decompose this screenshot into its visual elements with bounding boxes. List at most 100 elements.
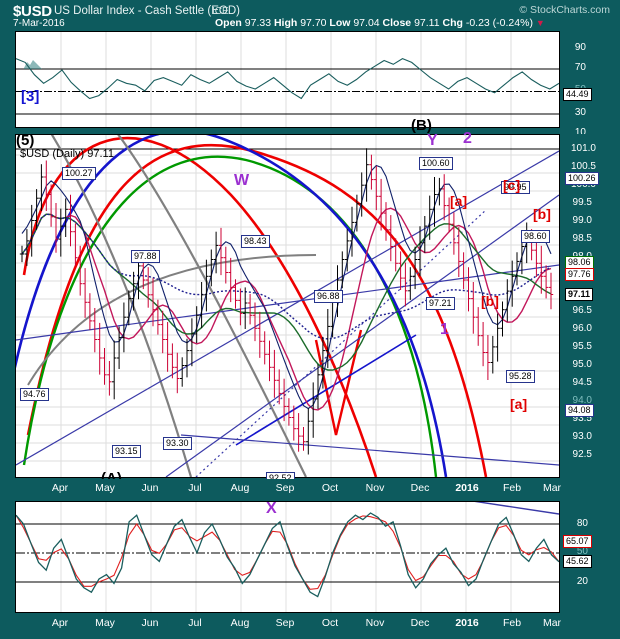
- xtick-aug: Aug: [230, 482, 250, 494]
- chg-value: -0.23 (-0.24%): [465, 17, 533, 29]
- pivot-label-98-60: 98.60: [521, 230, 550, 243]
- price-quote-label: $USD (Daily) 97.11: [20, 148, 114, 160]
- xtick2-nov: Nov: [365, 617, 385, 629]
- open-value: 97.33: [244, 17, 272, 29]
- price-tick-93-0: 93.0: [572, 431, 592, 442]
- pivot-label-99-95: 99.95: [501, 181, 530, 194]
- low-value: 97.04: [353, 17, 380, 29]
- low-label: Low: [329, 17, 351, 29]
- wave-label-W: W: [234, 172, 250, 189]
- price-tick-96-5: 96.5: [572, 305, 592, 316]
- xtick2-sep: Sep: [275, 617, 295, 629]
- xtick2-2016: 2016: [455, 617, 479, 629]
- wave-label-B: (B): [411, 117, 432, 134]
- rsi-bottom-tick-80: 80: [576, 518, 588, 529]
- xtick2-apr: Apr: [51, 617, 69, 629]
- price-tick-92-5: 92.5: [572, 449, 592, 460]
- wave-label-Y: Y: [427, 132, 438, 149]
- rsi-bottom-panel: X: [15, 500, 560, 613]
- pivot-label-95-28: 95.28: [506, 370, 535, 383]
- xtick-jul: Jul: [188, 482, 202, 494]
- xtick2-jun: Jun: [141, 617, 159, 629]
- quote-date: 7-Mar-2016: [13, 18, 65, 29]
- price-tick-99-0: 99.0: [572, 215, 592, 226]
- pivot-label-97-21: 97.21: [426, 297, 455, 310]
- xtick2-oct: Oct: [321, 617, 339, 629]
- price-tick-96-0: 96.0: [572, 323, 592, 334]
- rsi-top-panel: [3]: [15, 31, 560, 128]
- xtick2-dec: Dec: [410, 617, 430, 629]
- close-label: Close: [382, 17, 412, 29]
- exchange-label: ICE: [212, 6, 229, 17]
- stockcharts-brand: © StockCharts.com: [519, 4, 610, 16]
- xtick-mar: Mar: [542, 482, 562, 494]
- price-panel: $USD (Daily) 97.11 100.27 97.88 98.43 96…: [15, 117, 560, 487]
- price-tick-95-0: 95.0: [572, 359, 592, 370]
- xtick-oct: Oct: [321, 482, 339, 494]
- xtick-nov: Nov: [365, 482, 385, 494]
- price-plot: [16, 135, 559, 477]
- wave-label-b-right: [b]: [533, 206, 551, 222]
- pivot-label-97-88: 97.88: [131, 250, 160, 263]
- price-x-axis: Apr May Jun Jul Aug Sep Oct Nov Dec 2016…: [15, 479, 562, 499]
- wave-label-3: [3]: [21, 88, 40, 105]
- marker-97-11: 97.11: [565, 288, 594, 301]
- wave-label-a-lower: [a]: [510, 396, 528, 412]
- rsi-top-plot: [16, 32, 559, 127]
- rsi-top-tick-90: 90: [574, 42, 586, 53]
- wave-label-1: 1: [440, 321, 449, 338]
- price-tick-93-5: 93.5: [572, 413, 592, 424]
- xtick-apr: Apr: [51, 482, 69, 494]
- wave-label-5: (5): [16, 132, 35, 149]
- high-value: 97.70: [300, 17, 327, 29]
- xtick-feb: Feb: [502, 482, 522, 494]
- pivot-label-94-76: 94.76: [20, 388, 49, 401]
- price-axis: 101.0 100.5 100.0 99.5 99.0 98.5 98.0 97…: [560, 134, 620, 478]
- wave-label-X: X: [266, 500, 277, 517]
- symbol-ticker: $USD: [13, 3, 52, 20]
- xtick2-feb: Feb: [502, 617, 522, 629]
- rsi-top-current-value: 44.49: [563, 88, 592, 101]
- wave-label-2: 2: [463, 130, 472, 147]
- price-tick-100-5: 100.5: [570, 161, 596, 172]
- rsi-top-tick-30: 30: [574, 107, 586, 118]
- rsi-bottom-marker-65-07: 65.07: [563, 535, 592, 548]
- xtick-jun: Jun: [141, 482, 159, 494]
- price-tick-98-5: 98.5: [572, 233, 592, 244]
- chart-header: $USD US Dollar Index - Cash Settle (EOD)…: [0, 0, 620, 31]
- price-tick-94-5: 94.5: [572, 377, 592, 388]
- rsi-bottom-tick-50: 50: [576, 546, 588, 557]
- pivot-label-93-30: 93.30: [163, 437, 192, 450]
- marker-100-26: 100.26: [565, 172, 599, 185]
- xtick2-aug: Aug: [230, 617, 250, 629]
- xtick-dec: Dec: [410, 482, 430, 494]
- pivot-label-96-88: 96.88: [314, 290, 343, 303]
- xtick2-mar: Mar: [542, 617, 562, 629]
- open-label: Open: [215, 17, 242, 29]
- xtick2-may: May: [95, 617, 115, 629]
- rsi-top-tick-70: 70: [574, 62, 586, 73]
- rsi-bottom-x-axis: Apr May Jun Jul Aug Sep Oct Nov Dec 2016…: [15, 614, 562, 634]
- rsi-top-tick-10: 10: [574, 127, 586, 138]
- ohlc-summary: Open 97.33 High 97.70 Low 97.04 Close 97…: [215, 17, 545, 29]
- pivot-label-98-43: 98.43: [241, 235, 270, 248]
- chg-label: Chg: [442, 17, 463, 29]
- price-tick-101-0: 101.0: [570, 143, 596, 154]
- xtick-sep: Sep: [275, 482, 295, 494]
- marker-97-76: 97.76: [565, 268, 594, 281]
- close-value: 97.11: [414, 17, 440, 29]
- down-arrow-icon: ▼: [535, 18, 545, 28]
- price-tick-99-5: 99.5: [572, 197, 592, 208]
- pivot-label-100-27: 100.27: [62, 167, 96, 180]
- xtick-may: May: [95, 482, 115, 494]
- wave-label-c: [c]: [503, 177, 521, 193]
- rsi-bottom-tick-20: 20: [576, 576, 588, 587]
- marker-94-08: 94.08: [565, 404, 594, 417]
- rsi-top-axis: 90 70 50 30 10: [560, 31, 620, 138]
- symbol-description: US Dollar Index - Cash Settle (EOD): [54, 5, 240, 17]
- pivot-label-93-15: 93.15: [112, 445, 141, 458]
- wave-label-b-lower: [b]: [481, 293, 499, 309]
- xtick2-jul: Jul: [188, 617, 202, 629]
- high-label: High: [273, 17, 298, 29]
